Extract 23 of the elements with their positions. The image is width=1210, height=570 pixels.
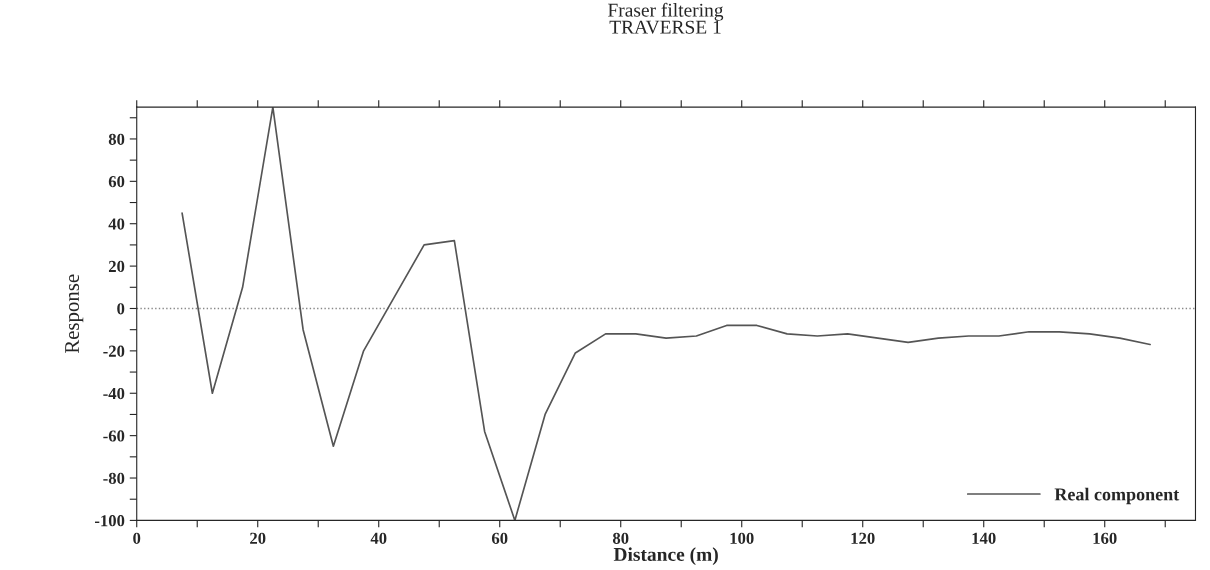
x-tick-label: 80 [612, 532, 629, 544]
y-tick-label: 20 [108, 260, 125, 273]
x-tick-label: 60 [491, 532, 508, 544]
x-axis-title: Distance (m) [613, 547, 718, 565]
x-tick-label: 40 [370, 532, 387, 544]
x-tick-label: 100 [730, 532, 754, 544]
y-tick-label: 0 [117, 303, 125, 315]
y-tick-label: -40 [103, 387, 125, 400]
y-tick-label: -100 [94, 515, 125, 527]
legend-label: Real component [1054, 487, 1180, 505]
x-tick-label: 140 [972, 532, 996, 544]
y-axis-title: Response [65, 274, 84, 354]
x-tick-label: 160 [1093, 532, 1117, 544]
y-tick-label: -20 [103, 345, 125, 357]
x-tick-label: 0 [133, 532, 141, 544]
y-tick-label: -60 [103, 430, 125, 442]
y-tick-label: 60 [108, 176, 125, 188]
y-tick-label: 40 [108, 218, 125, 230]
y-tick-label: -80 [103, 472, 125, 484]
x-tick-label: 120 [851, 532, 875, 544]
chart-title: Fraser filtering TRAVERSE 1 [608, 2, 724, 34]
x-tick-label: 20 [250, 532, 266, 544]
y-tick-label: 80 [108, 133, 125, 145]
